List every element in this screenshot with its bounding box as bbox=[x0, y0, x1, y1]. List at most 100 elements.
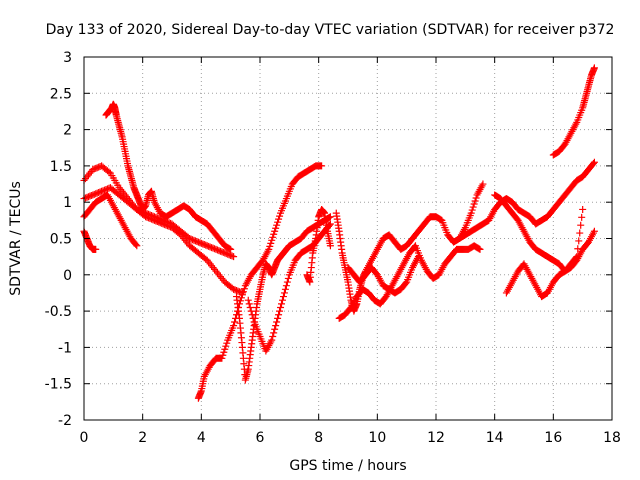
data-point bbox=[193, 238, 201, 246]
data-point bbox=[475, 245, 483, 253]
y-axis-title: SDTVAR / TECUs bbox=[8, 181, 24, 296]
data-point bbox=[270, 329, 278, 337]
data-point bbox=[472, 194, 480, 202]
data-point bbox=[269, 333, 277, 341]
data-point bbox=[219, 248, 227, 256]
y-tick-label: 1 bbox=[63, 195, 72, 211]
data-point bbox=[105, 168, 113, 176]
y-tick-label: 2 bbox=[63, 123, 72, 139]
x-tick-label: 12 bbox=[427, 430, 445, 446]
y-tick-label: 3 bbox=[63, 50, 72, 66]
x-tick-label: 16 bbox=[544, 430, 562, 446]
data-point bbox=[197, 239, 205, 247]
grid-lines bbox=[84, 57, 612, 420]
data-point bbox=[246, 303, 254, 311]
data-point bbox=[590, 64, 598, 72]
data-point bbox=[280, 289, 288, 297]
x-tick-label: 2 bbox=[138, 430, 147, 446]
series-arc-9 bbox=[303, 205, 334, 286]
data-point bbox=[272, 322, 280, 330]
data-point bbox=[590, 158, 598, 166]
x-tick-label: 6 bbox=[256, 430, 265, 446]
y-tick-label: 2.5 bbox=[50, 86, 72, 102]
data-point bbox=[215, 247, 223, 255]
x-tick-label: 14 bbox=[486, 430, 504, 446]
data-point bbox=[218, 354, 226, 362]
series-arc-11 bbox=[335, 242, 484, 322]
data-point bbox=[479, 180, 487, 188]
y-tick-label: -0.5 bbox=[45, 304, 72, 320]
data-point bbox=[275, 215, 283, 223]
y-tick-label: -1.5 bbox=[45, 377, 72, 393]
data-point bbox=[101, 186, 109, 194]
y-tick-labels: -2 -1.5 -1 -0.5 0 0.5 1 1.5 2 2.5 3 bbox=[45, 50, 72, 429]
data-point bbox=[267, 239, 275, 247]
data-point bbox=[579, 205, 587, 213]
x-tick-labels: 0 2 4 6 8 10 12 14 16 18 bbox=[80, 430, 621, 446]
data-point bbox=[282, 282, 290, 290]
data-point bbox=[269, 233, 277, 241]
data-point bbox=[576, 229, 584, 237]
data-point bbox=[273, 318, 281, 326]
data-point bbox=[230, 322, 238, 330]
series-arc-12 bbox=[344, 253, 422, 297]
data-point bbox=[272, 224, 280, 232]
data-point bbox=[273, 221, 281, 229]
data-point bbox=[231, 318, 239, 326]
data-point bbox=[223, 339, 231, 347]
data-point bbox=[590, 227, 598, 235]
data-point bbox=[274, 314, 282, 322]
data-point bbox=[247, 307, 255, 315]
data-points bbox=[80, 64, 598, 402]
series-arc-5 bbox=[102, 100, 235, 253]
series-arc-2 bbox=[80, 184, 238, 261]
data-point bbox=[281, 285, 289, 293]
data-point bbox=[469, 203, 477, 211]
data-point bbox=[222, 342, 230, 350]
data-point bbox=[202, 241, 210, 249]
series-arc-4 bbox=[80, 227, 100, 253]
data-point bbox=[227, 245, 235, 253]
data-point bbox=[589, 159, 597, 167]
data-point bbox=[271, 325, 279, 333]
data-point bbox=[278, 296, 286, 304]
data-point bbox=[230, 253, 238, 261]
data-point bbox=[276, 307, 284, 315]
data-point bbox=[470, 200, 478, 208]
data-point bbox=[202, 255, 210, 263]
x-axis-title: GPS time / hours bbox=[289, 458, 406, 474]
data-point bbox=[277, 303, 285, 311]
data-point bbox=[578, 213, 586, 221]
data-point bbox=[577, 221, 585, 229]
data-point bbox=[211, 245, 219, 253]
data-point bbox=[574, 245, 582, 253]
axis-ticks bbox=[83, 56, 613, 421]
data-point bbox=[270, 230, 278, 238]
data-point bbox=[228, 252, 236, 260]
data-point bbox=[96, 163, 104, 171]
data-point bbox=[189, 236, 197, 244]
series-arc-8 bbox=[244, 220, 334, 355]
series-arc-7 bbox=[233, 213, 334, 384]
data-point bbox=[268, 236, 276, 244]
data-point bbox=[233, 287, 241, 295]
data-point bbox=[575, 237, 583, 245]
series-arc-3 bbox=[80, 191, 141, 250]
series-arc-13 bbox=[455, 158, 598, 242]
y-tick-label: -1 bbox=[58, 340, 72, 356]
series-arc-16 bbox=[549, 64, 598, 159]
data-point bbox=[221, 345, 229, 353]
data-point bbox=[402, 279, 410, 287]
data-point bbox=[245, 300, 253, 308]
x-tick-label: 4 bbox=[197, 430, 206, 446]
data-point bbox=[226, 245, 234, 253]
data-point bbox=[237, 294, 245, 302]
data-point bbox=[219, 351, 227, 359]
x-tick-label: 0 bbox=[80, 430, 89, 446]
data-point bbox=[149, 212, 157, 220]
data-point bbox=[278, 300, 286, 308]
x-tick-label: 18 bbox=[603, 430, 621, 446]
data-point bbox=[96, 188, 104, 196]
data-point bbox=[132, 241, 140, 249]
data-point bbox=[476, 245, 484, 253]
